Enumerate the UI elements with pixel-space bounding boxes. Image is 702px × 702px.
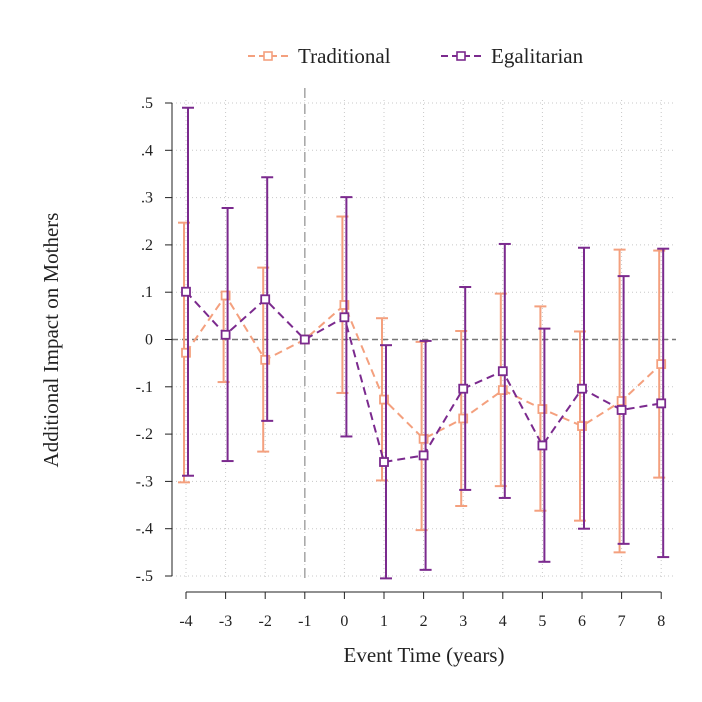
x-tick-label: 4 bbox=[499, 613, 507, 630]
y-axis: .5 .4 .3 .2 .1 0 -.1 -.2 -.3 -.4 -.5 bbox=[136, 95, 173, 585]
data-point-egalitarian bbox=[220, 329, 231, 340]
data-point-egalitarian bbox=[616, 405, 627, 415]
x-tick-label: 5 bbox=[538, 613, 546, 630]
series-egalitarian bbox=[181, 106, 670, 580]
y-tick-label: -.3 bbox=[136, 473, 153, 490]
data-point-traditional bbox=[577, 421, 587, 431]
data-point-egalitarian bbox=[497, 366, 508, 377]
data-point-traditional bbox=[418, 433, 429, 444]
data-point-egalitarian bbox=[299, 334, 310, 345]
y-tick-label: -.5 bbox=[136, 568, 153, 585]
y-tick-label: .3 bbox=[141, 190, 153, 207]
data-point-traditional bbox=[181, 347, 191, 358]
data-point-egalitarian bbox=[339, 312, 350, 323]
x-tick-label: -3 bbox=[219, 613, 232, 630]
y-tick-label: .4 bbox=[141, 142, 153, 159]
series-line-traditional bbox=[185, 293, 662, 441]
data-point-traditional bbox=[656, 359, 667, 369]
data-point-egalitarian bbox=[181, 286, 191, 297]
y-tick-label: .2 bbox=[141, 237, 153, 254]
legend-label-egalitarian: Egalitarian bbox=[491, 44, 584, 68]
y-tick-label: -.4 bbox=[136, 521, 153, 538]
data-point-traditional bbox=[497, 385, 508, 396]
data-point-egalitarian bbox=[537, 440, 548, 451]
x-tick-label: -2 bbox=[259, 613, 272, 630]
x-axis: -4 -3 -2 -1 0 1 2 3 4 5 6 7 8 bbox=[179, 591, 665, 630]
legend-item-egalitarian: Egalitarian bbox=[441, 44, 584, 68]
x-tick-label: -4 bbox=[179, 613, 192, 630]
data-point-traditional bbox=[339, 300, 350, 310]
data-point-egalitarian bbox=[577, 383, 587, 394]
series-traditional bbox=[178, 215, 667, 554]
x-tick-label: 0 bbox=[340, 613, 348, 630]
x-axis-title: Event Time (years) bbox=[344, 643, 505, 667]
data-point-egalitarian bbox=[418, 450, 429, 461]
y-axis-title: Additional Impact on Mothers bbox=[39, 213, 63, 468]
legend-marker-egalitarian bbox=[456, 51, 466, 61]
legend-label-traditional: Traditional bbox=[298, 44, 391, 68]
x-tick-label: 2 bbox=[420, 613, 428, 630]
data-point-traditional bbox=[537, 404, 548, 414]
y-tick-label: 0 bbox=[145, 332, 153, 349]
legend-marker-traditional bbox=[263, 51, 273, 61]
y-tick-label: -.2 bbox=[136, 426, 153, 443]
x-tick-label: 6 bbox=[578, 613, 586, 630]
data-point-egalitarian bbox=[260, 294, 271, 305]
y-tick-label: .1 bbox=[141, 284, 153, 301]
legend-item-traditional: Traditional bbox=[248, 44, 391, 68]
data-point-traditional bbox=[220, 290, 231, 301]
x-tick-label: 3 bbox=[459, 613, 467, 630]
data-point-traditional bbox=[458, 413, 469, 424]
x-tick-label: 1 bbox=[380, 613, 388, 630]
gridlines bbox=[172, 100, 676, 578]
data-point-egalitarian bbox=[458, 383, 469, 394]
x-tick-label: 7 bbox=[618, 613, 626, 630]
y-tick-label: .5 bbox=[141, 95, 153, 112]
data-point-traditional bbox=[616, 396, 627, 406]
data-point-traditional bbox=[379, 394, 389, 405]
data-point-egalitarian bbox=[656, 398, 667, 409]
y-tick-label: -.1 bbox=[136, 379, 153, 396]
x-tick-label: 8 bbox=[657, 613, 665, 630]
legend: Traditional Egalitarian bbox=[248, 44, 584, 68]
plot-area: .5 .4 .3 .2 .1 0 -.1 -.2 -.3 -.4 -.5 -4 -3 -2 -1 0 1 2 3 4 5… bbox=[136, 88, 676, 630]
data-point-egalitarian bbox=[379, 457, 389, 467]
data-point-traditional bbox=[260, 354, 271, 365]
x-tick-label: -1 bbox=[298, 613, 311, 630]
